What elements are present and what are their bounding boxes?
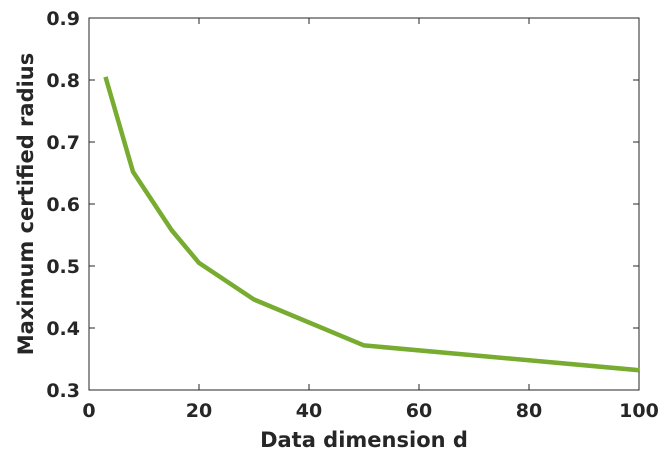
y-tick-label: 0.6: [46, 194, 80, 216]
x-tick-label: 0: [82, 400, 95, 422]
y-tick-label: 0.7: [46, 132, 80, 154]
series-line: [103, 76, 640, 373]
x-tick-label: 20: [186, 400, 212, 422]
series-group: [103, 76, 640, 373]
y-tick-label: 0.8: [46, 70, 80, 92]
plot-area: [88, 17, 640, 391]
x-tick-label: 60: [406, 400, 432, 422]
y-tick-label: 0.3: [46, 380, 80, 402]
y-tick-label: 0.9: [46, 8, 80, 30]
y-tick-labels: 0.3 0.4 0.5 0.6 0.7 0.8 0.9: [46, 8, 80, 402]
x-tick-label: 40: [296, 400, 322, 422]
x-tick-labels: 0 20 40 60 80 100: [82, 400, 658, 422]
y-tick-label: 0.4: [46, 318, 80, 340]
y-axis-label: Maximum certified radius: [14, 53, 38, 355]
x-axis-label: Data dimension d: [260, 428, 468, 452]
x-tick-label: 100: [619, 400, 659, 422]
x-tick-label: 80: [516, 400, 542, 422]
y-tick-label: 0.5: [46, 256, 80, 278]
tick-marks: [88, 17, 640, 391]
